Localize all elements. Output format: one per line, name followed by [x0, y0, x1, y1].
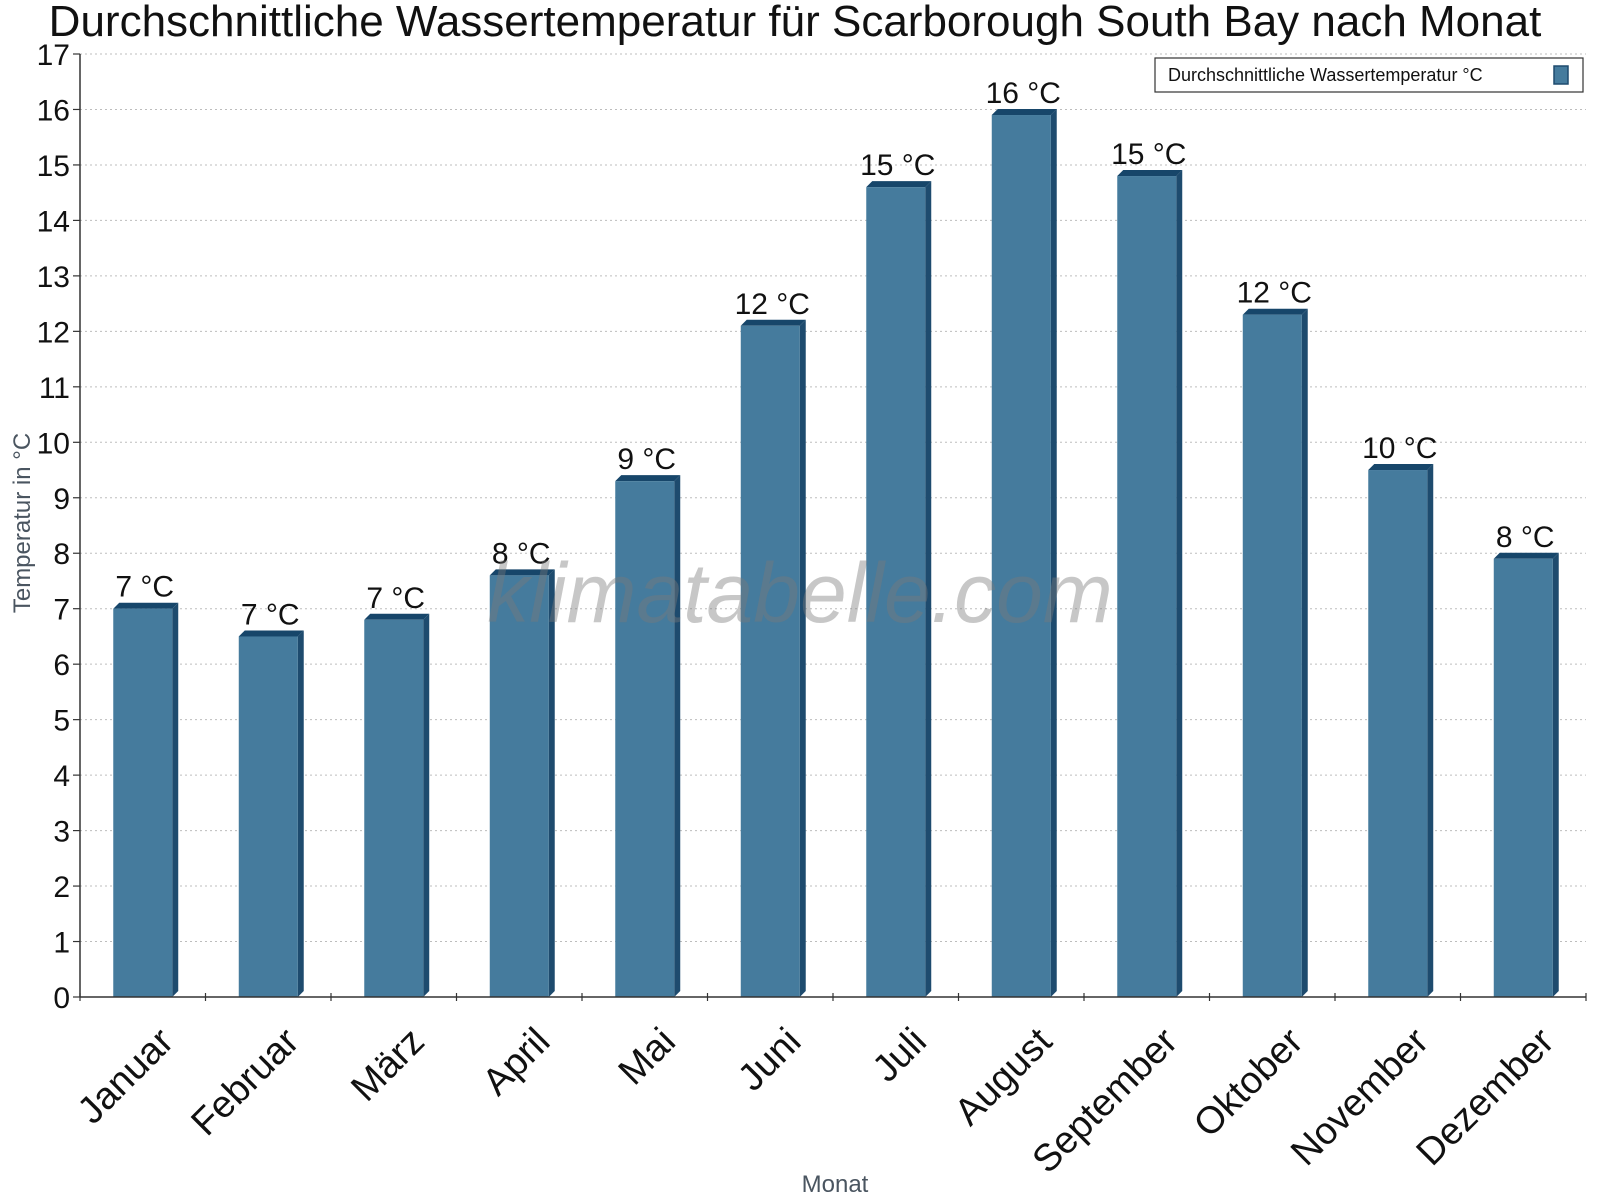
bar: [489, 575, 549, 997]
x-tick-label: Februar: [183, 1020, 307, 1144]
y-tick-label: 0: [53, 982, 70, 1015]
bar: [1242, 314, 1302, 997]
bar-top: [866, 181, 932, 188]
bar: [991, 115, 1051, 998]
bar-top: [489, 569, 555, 576]
y-tick-label: 4: [53, 760, 70, 793]
data-label: 12 °C: [1237, 277, 1312, 310]
y-tick-label: 17: [37, 39, 70, 72]
watermark: klimatabelle.com: [487, 546, 1113, 640]
x-tick-label: August: [947, 1020, 1061, 1134]
data-label: 12 °C: [735, 288, 810, 321]
x-axis-title: Monat: [802, 1171, 869, 1198]
data-label: 15 °C: [1111, 138, 1186, 171]
y-tick-label: 6: [53, 649, 70, 682]
bar-top: [113, 602, 179, 609]
y-tick-label: 11: [39, 372, 70, 405]
y-tick-label: 5: [53, 705, 70, 738]
y-tick-label: 15: [37, 150, 70, 183]
data-label: 8 °C: [492, 537, 551, 570]
y-tick-label: 9: [53, 483, 70, 516]
y-tick-label: 1: [53, 927, 70, 960]
bar-side: [423, 613, 430, 997]
data-label: 9 °C: [617, 443, 676, 476]
bar: [364, 619, 424, 997]
bar-top: [1117, 170, 1183, 177]
bar-side: [297, 630, 304, 997]
x-tick-label: März: [343, 1020, 432, 1109]
data-label: 7 °C: [366, 582, 425, 615]
x-tick-label: Dezember: [1409, 1020, 1563, 1174]
data-label: 7 °C: [115, 571, 174, 604]
bar-side: [925, 181, 932, 998]
x-tick-label: Mai: [611, 1020, 684, 1093]
bar: [615, 481, 675, 997]
x-tick-label: Januar: [70, 1020, 182, 1132]
bar-side: [1427, 464, 1434, 997]
y-tick-label: 12: [37, 316, 70, 349]
bar: [238, 636, 298, 997]
bar: [1493, 558, 1553, 997]
bar-side: [1050, 109, 1057, 998]
y-tick-label: 7: [53, 594, 70, 627]
gridlines: [80, 53, 1586, 943]
legend-label: Durchschnittliche Wassertemperatur °C: [1168, 65, 1483, 85]
y-tick-label: 2: [53, 871, 70, 904]
bar-top: [991, 109, 1057, 116]
bar-side: [548, 569, 555, 997]
data-label: 16 °C: [986, 77, 1061, 110]
y-tick-label: 14: [37, 205, 70, 238]
data-label: 15 °C: [860, 149, 935, 182]
bar-top: [1368, 464, 1434, 471]
y-tick-label: 8: [53, 538, 70, 571]
bar: [1117, 176, 1177, 998]
bar-side: [172, 602, 179, 997]
bar: [740, 325, 800, 997]
x-tick-label: April: [475, 1020, 558, 1103]
x-tick-label: Juli: [865, 1020, 935, 1090]
bar-top: [740, 319, 806, 326]
bar-side: [1301, 308, 1308, 997]
bar: [866, 187, 926, 998]
chart-title: Durchschnittliche Wassertemperatur für S…: [49, 0, 1542, 46]
data-label: 10 °C: [1362, 432, 1437, 465]
bar-top: [1242, 308, 1308, 315]
legend-box: [1154, 57, 1584, 93]
bar-top: [615, 475, 681, 482]
data-label: 7 °C: [241, 598, 300, 631]
bar-side: [799, 319, 806, 997]
bar-side: [1552, 552, 1559, 997]
bar-top: [1493, 552, 1559, 559]
y-tick-label: 3: [53, 816, 70, 849]
y-tick-label: 13: [37, 261, 70, 294]
bar-side: [1176, 170, 1183, 998]
bar: [113, 608, 173, 997]
data-label: 8 °C: [1496, 521, 1555, 554]
bars: [113, 109, 1559, 998]
y-tick-label: 10: [37, 427, 70, 460]
data-labels: 7 °C 7 °C 7 °C 8 °C 9 °C 12 °C 15 °C 16 °C 15 °C…: [115, 77, 1554, 631]
legend-swatch: [1553, 65, 1569, 85]
bar: [1368, 470, 1428, 997]
x-tick-label: Juni: [730, 1020, 809, 1099]
bar-top: [238, 630, 304, 637]
legend: Durchschnittliche Wassertemperatur °C: [1154, 57, 1584, 93]
bar-side: [674, 475, 681, 997]
x-tick-label: Oktober: [1186, 1020, 1312, 1146]
bar-top: [364, 613, 430, 620]
y-tick-label: 16: [37, 94, 70, 127]
y-axis-title: Temperatur in °C: [9, 433, 36, 613]
